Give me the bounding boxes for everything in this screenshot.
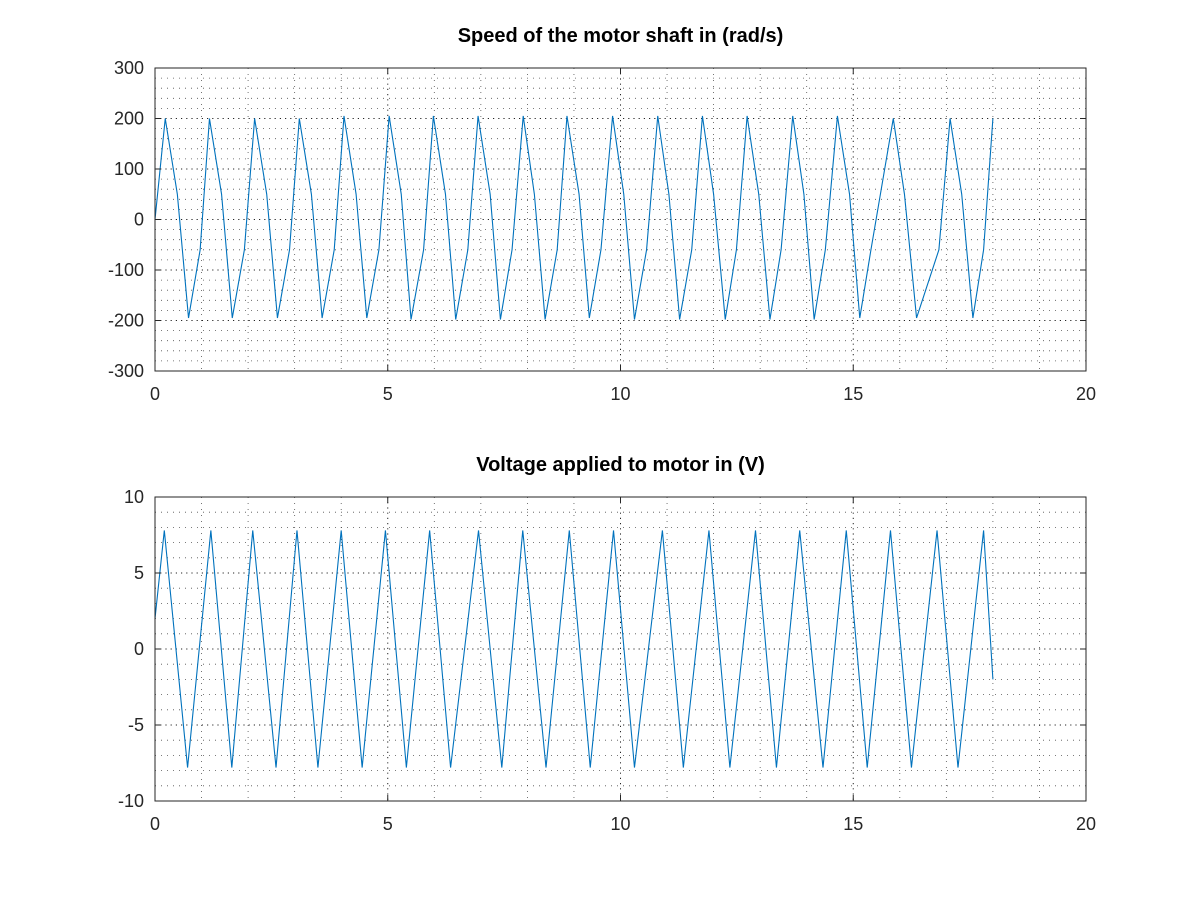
- y-tick-label: 5: [134, 563, 144, 583]
- x-tick-label: 5: [383, 384, 393, 404]
- x-tick-label: 15: [843, 384, 863, 404]
- x-tick-label: 10: [610, 384, 630, 404]
- speed-series-line: [154, 115, 994, 320]
- y-tick-label: -100: [108, 260, 144, 280]
- speed-grid: [155, 68, 1086, 371]
- voltage-grid: [155, 497, 1086, 801]
- y-tick-label: -300: [108, 361, 144, 381]
- voltage-plot: 0 5 10 15 20 -10 -5 0 5 10 Voltage applied to moto…: [118, 454, 1096, 834]
- y-tick-label: 300: [114, 58, 144, 78]
- x-tick-label: 0: [150, 384, 160, 404]
- y-tick-label: 100: [114, 159, 144, 179]
- x-tick-label: 5: [383, 814, 393, 834]
- x-tick-label: 10: [610, 814, 630, 834]
- speed-ticks: 0 5 10 15 20 -300 -200 -100 0 100 200 300: [108, 58, 1096, 404]
- y-tick-label: 200: [114, 109, 144, 129]
- x-tick-label: 15: [843, 814, 863, 834]
- voltage-ticks: 0 5 10 15 20 -10 -5 0 5 10: [118, 487, 1096, 834]
- x-tick-label: 20: [1076, 814, 1096, 834]
- speed-plot-title: Speed of the motor shaft in (rad/s): [458, 25, 784, 47]
- y-tick-label: -10: [118, 791, 144, 811]
- voltage-plot-title: Voltage applied to motor in (V): [476, 454, 765, 476]
- speed-plot: 0 5 10 15 20 -300 -200 -100 0 100 200 300 Speed of t…: [108, 25, 1096, 404]
- y-tick-label: 0: [134, 210, 144, 230]
- y-tick-label: -200: [108, 311, 144, 331]
- y-tick-label: -5: [128, 715, 144, 735]
- x-tick-label: 0: [150, 814, 160, 834]
- voltage-series-line: [154, 530, 994, 768]
- y-tick-label: 10: [124, 487, 144, 507]
- x-tick-label: 20: [1076, 384, 1096, 404]
- y-tick-label: 0: [134, 639, 144, 659]
